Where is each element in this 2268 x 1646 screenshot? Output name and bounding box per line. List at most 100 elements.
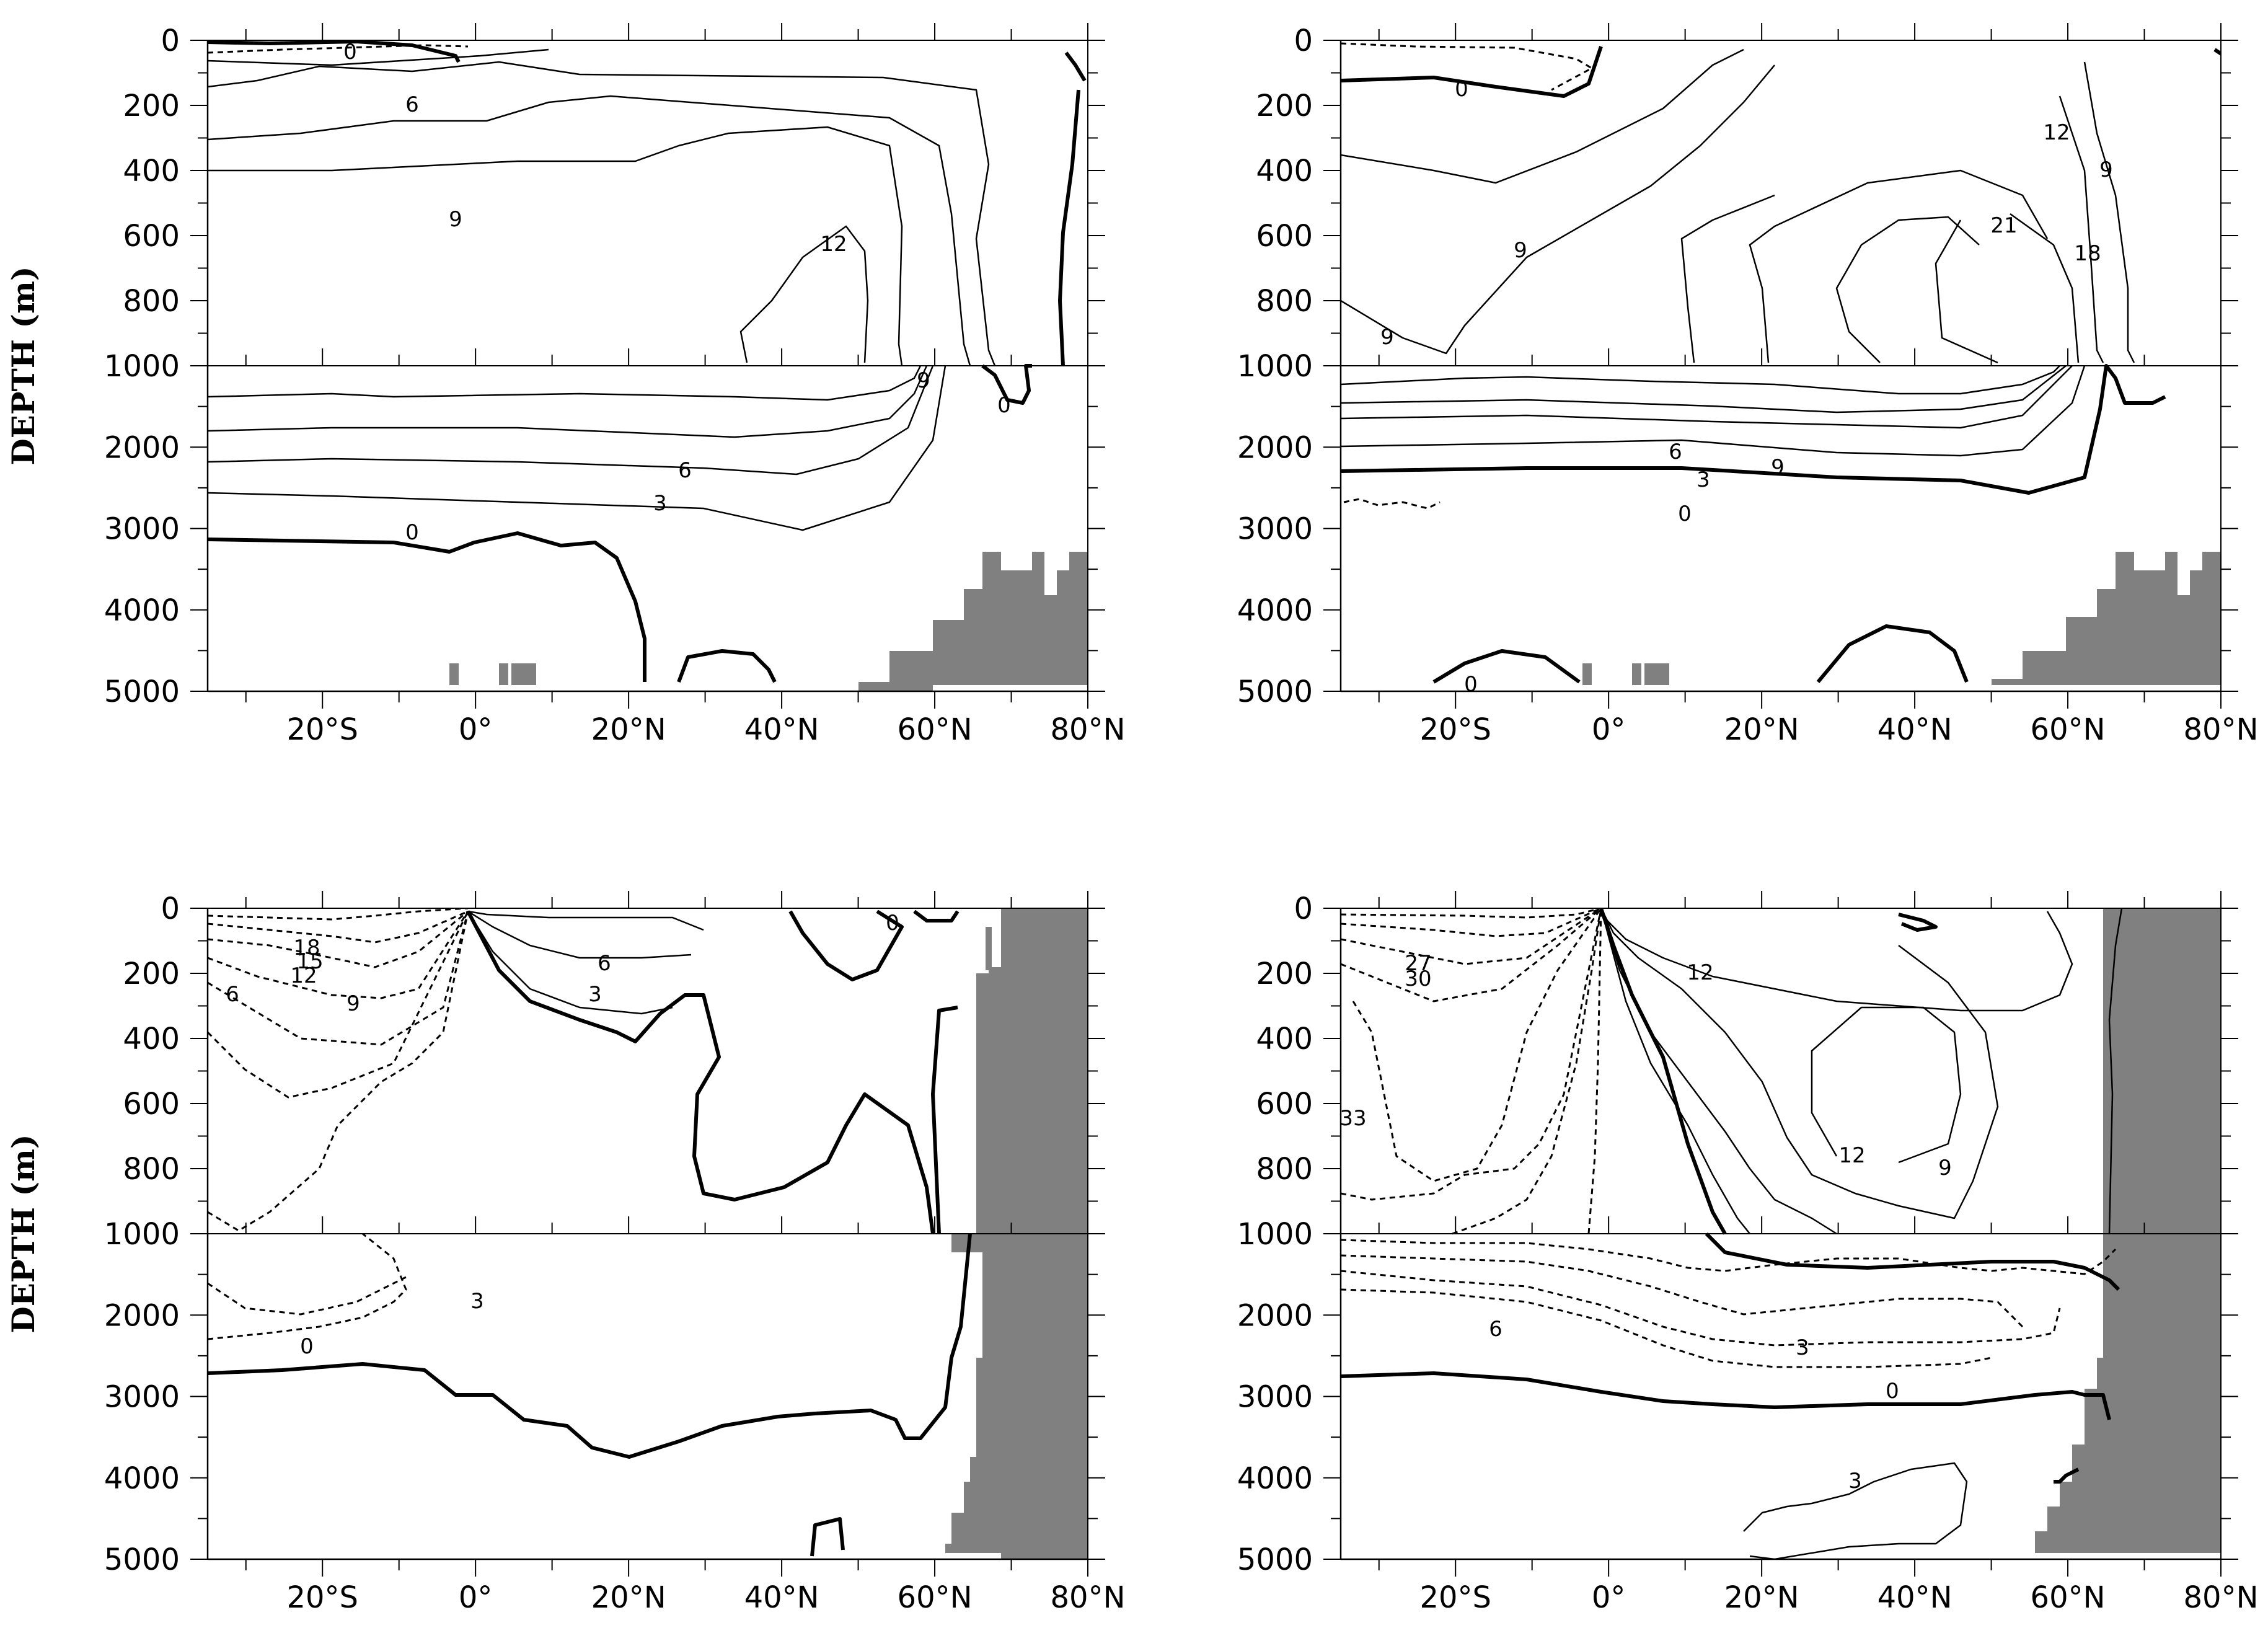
topography-block <box>2047 1507 2060 1553</box>
x-tick-label: 40°N <box>1877 712 1953 747</box>
contour-line <box>1341 46 1603 98</box>
topography-block <box>2202 552 2221 685</box>
contour-label: 12 <box>2043 120 2070 145</box>
contour-line <box>208 908 469 921</box>
contour-line <box>1341 42 1593 91</box>
contour-line <box>208 365 928 438</box>
topography-block <box>499 663 508 685</box>
contour-line <box>208 1276 407 1316</box>
y-tick-label: 4000 <box>104 1461 180 1496</box>
x-tick-label: 60°N <box>2031 712 2106 747</box>
x-tick-label: 20°N <box>591 712 666 747</box>
y-tick-label: 0 <box>161 24 180 58</box>
contour-line <box>208 1233 972 1459</box>
y-tick-label: 5000 <box>1237 1542 1313 1577</box>
topography-block <box>982 552 1001 685</box>
contour-label: 9 <box>346 991 360 1016</box>
contour-line <box>677 649 777 683</box>
contour-line <box>1749 169 2049 363</box>
contour-line <box>1816 624 1969 683</box>
topography-block <box>2134 570 2165 685</box>
y-tick-label: 400 <box>1256 154 1313 188</box>
y-tick-label: 4000 <box>1237 1461 1313 1496</box>
x-tick-label: 20°N <box>1724 712 1799 747</box>
contour-line <box>2083 61 2135 363</box>
contour-label: 21 <box>1990 213 2017 238</box>
panel-bottom-left: 1815129663030020040060080010002000300040… <box>5 891 1125 1615</box>
contour-line <box>810 1517 845 1557</box>
x-tick-label: 60°N <box>898 712 973 747</box>
x-tick-label: 40°N <box>1877 1580 1953 1615</box>
y-axis-label: DEPTH (m) <box>5 266 42 465</box>
contour-line <box>208 365 946 531</box>
topography-block <box>2122 908 2221 1553</box>
topography <box>2035 908 2221 1553</box>
contour-label: 12 <box>820 232 847 257</box>
contour-line <box>208 910 469 968</box>
panel-top-left: 0691296300020040060080010002000300040005… <box>5 23 1125 747</box>
x-tick-label: 20°S <box>286 712 358 747</box>
contour-line <box>931 1006 958 1234</box>
contour-label: 9 <box>917 368 930 393</box>
y-tick-label: 2000 <box>1237 430 1313 465</box>
contour-line <box>208 126 903 366</box>
contour-line <box>1432 649 1581 684</box>
contour-line <box>1352 908 1602 1182</box>
contour-line <box>1599 908 1727 1235</box>
x-tick-label: 0° <box>459 1580 493 1615</box>
contour-label: 6 <box>598 951 611 976</box>
contour-line <box>2108 908 2123 1234</box>
y-tick-label: 400 <box>123 1022 180 1056</box>
contour-label: 6 <box>1489 1317 1502 1342</box>
y-tick-label: 600 <box>123 219 180 254</box>
contour-line <box>2010 213 2080 363</box>
contour-line <box>1064 51 1087 82</box>
contours-upper <box>208 40 1087 366</box>
topography-block <box>511 663 536 685</box>
contour-label: 9 <box>1380 325 1394 350</box>
contour-line <box>2058 95 2104 363</box>
contour-label: 9 <box>1938 1156 1952 1180</box>
contour-line <box>1341 365 2067 414</box>
contour-line <box>208 44 469 54</box>
contour-line <box>1341 1288 1992 1368</box>
contour-line <box>2213 48 2221 56</box>
contour-line <box>208 48 549 66</box>
contour-label: 0 <box>1678 502 1692 526</box>
topography-block <box>2190 570 2202 685</box>
contours-lower <box>208 364 1032 683</box>
y-tick-label: 3000 <box>1237 512 1313 547</box>
contours-upper <box>1341 908 2123 1235</box>
x-tick-label: 20°N <box>1724 1580 1799 1615</box>
contour-label: 9 <box>1514 238 1527 263</box>
contour-label: 3 <box>1848 1469 1862 1493</box>
y-tick-label: 200 <box>1256 957 1313 991</box>
topography-block <box>2116 552 2134 685</box>
x-tick-label: 40°N <box>744 712 819 747</box>
x-tick-label: 80°N <box>2184 712 2259 747</box>
contour-line <box>208 1232 407 1340</box>
contour-label: 3 <box>1697 467 1710 492</box>
topography-block <box>2165 552 2178 685</box>
y-tick-label: 1000 <box>104 349 180 384</box>
contour-label: 15 <box>296 949 323 974</box>
topography-block <box>1632 663 1641 685</box>
contour-line <box>1705 1232 2120 1291</box>
contour-line <box>467 911 673 1015</box>
topography-block <box>964 589 982 685</box>
contour-line <box>1341 1371 2111 1420</box>
y-tick-label: 3000 <box>104 512 180 547</box>
contour-line <box>1341 908 1602 965</box>
contour-label: 3 <box>588 982 602 1007</box>
panel-top-right: 0129921189693000200400600800100020003000… <box>1237 23 2259 747</box>
y-axis-label: DEPTH (m) <box>5 1134 42 1333</box>
contour-label: 0 <box>997 393 1011 418</box>
contour-line <box>788 909 904 981</box>
topography-block <box>982 1234 1001 1553</box>
